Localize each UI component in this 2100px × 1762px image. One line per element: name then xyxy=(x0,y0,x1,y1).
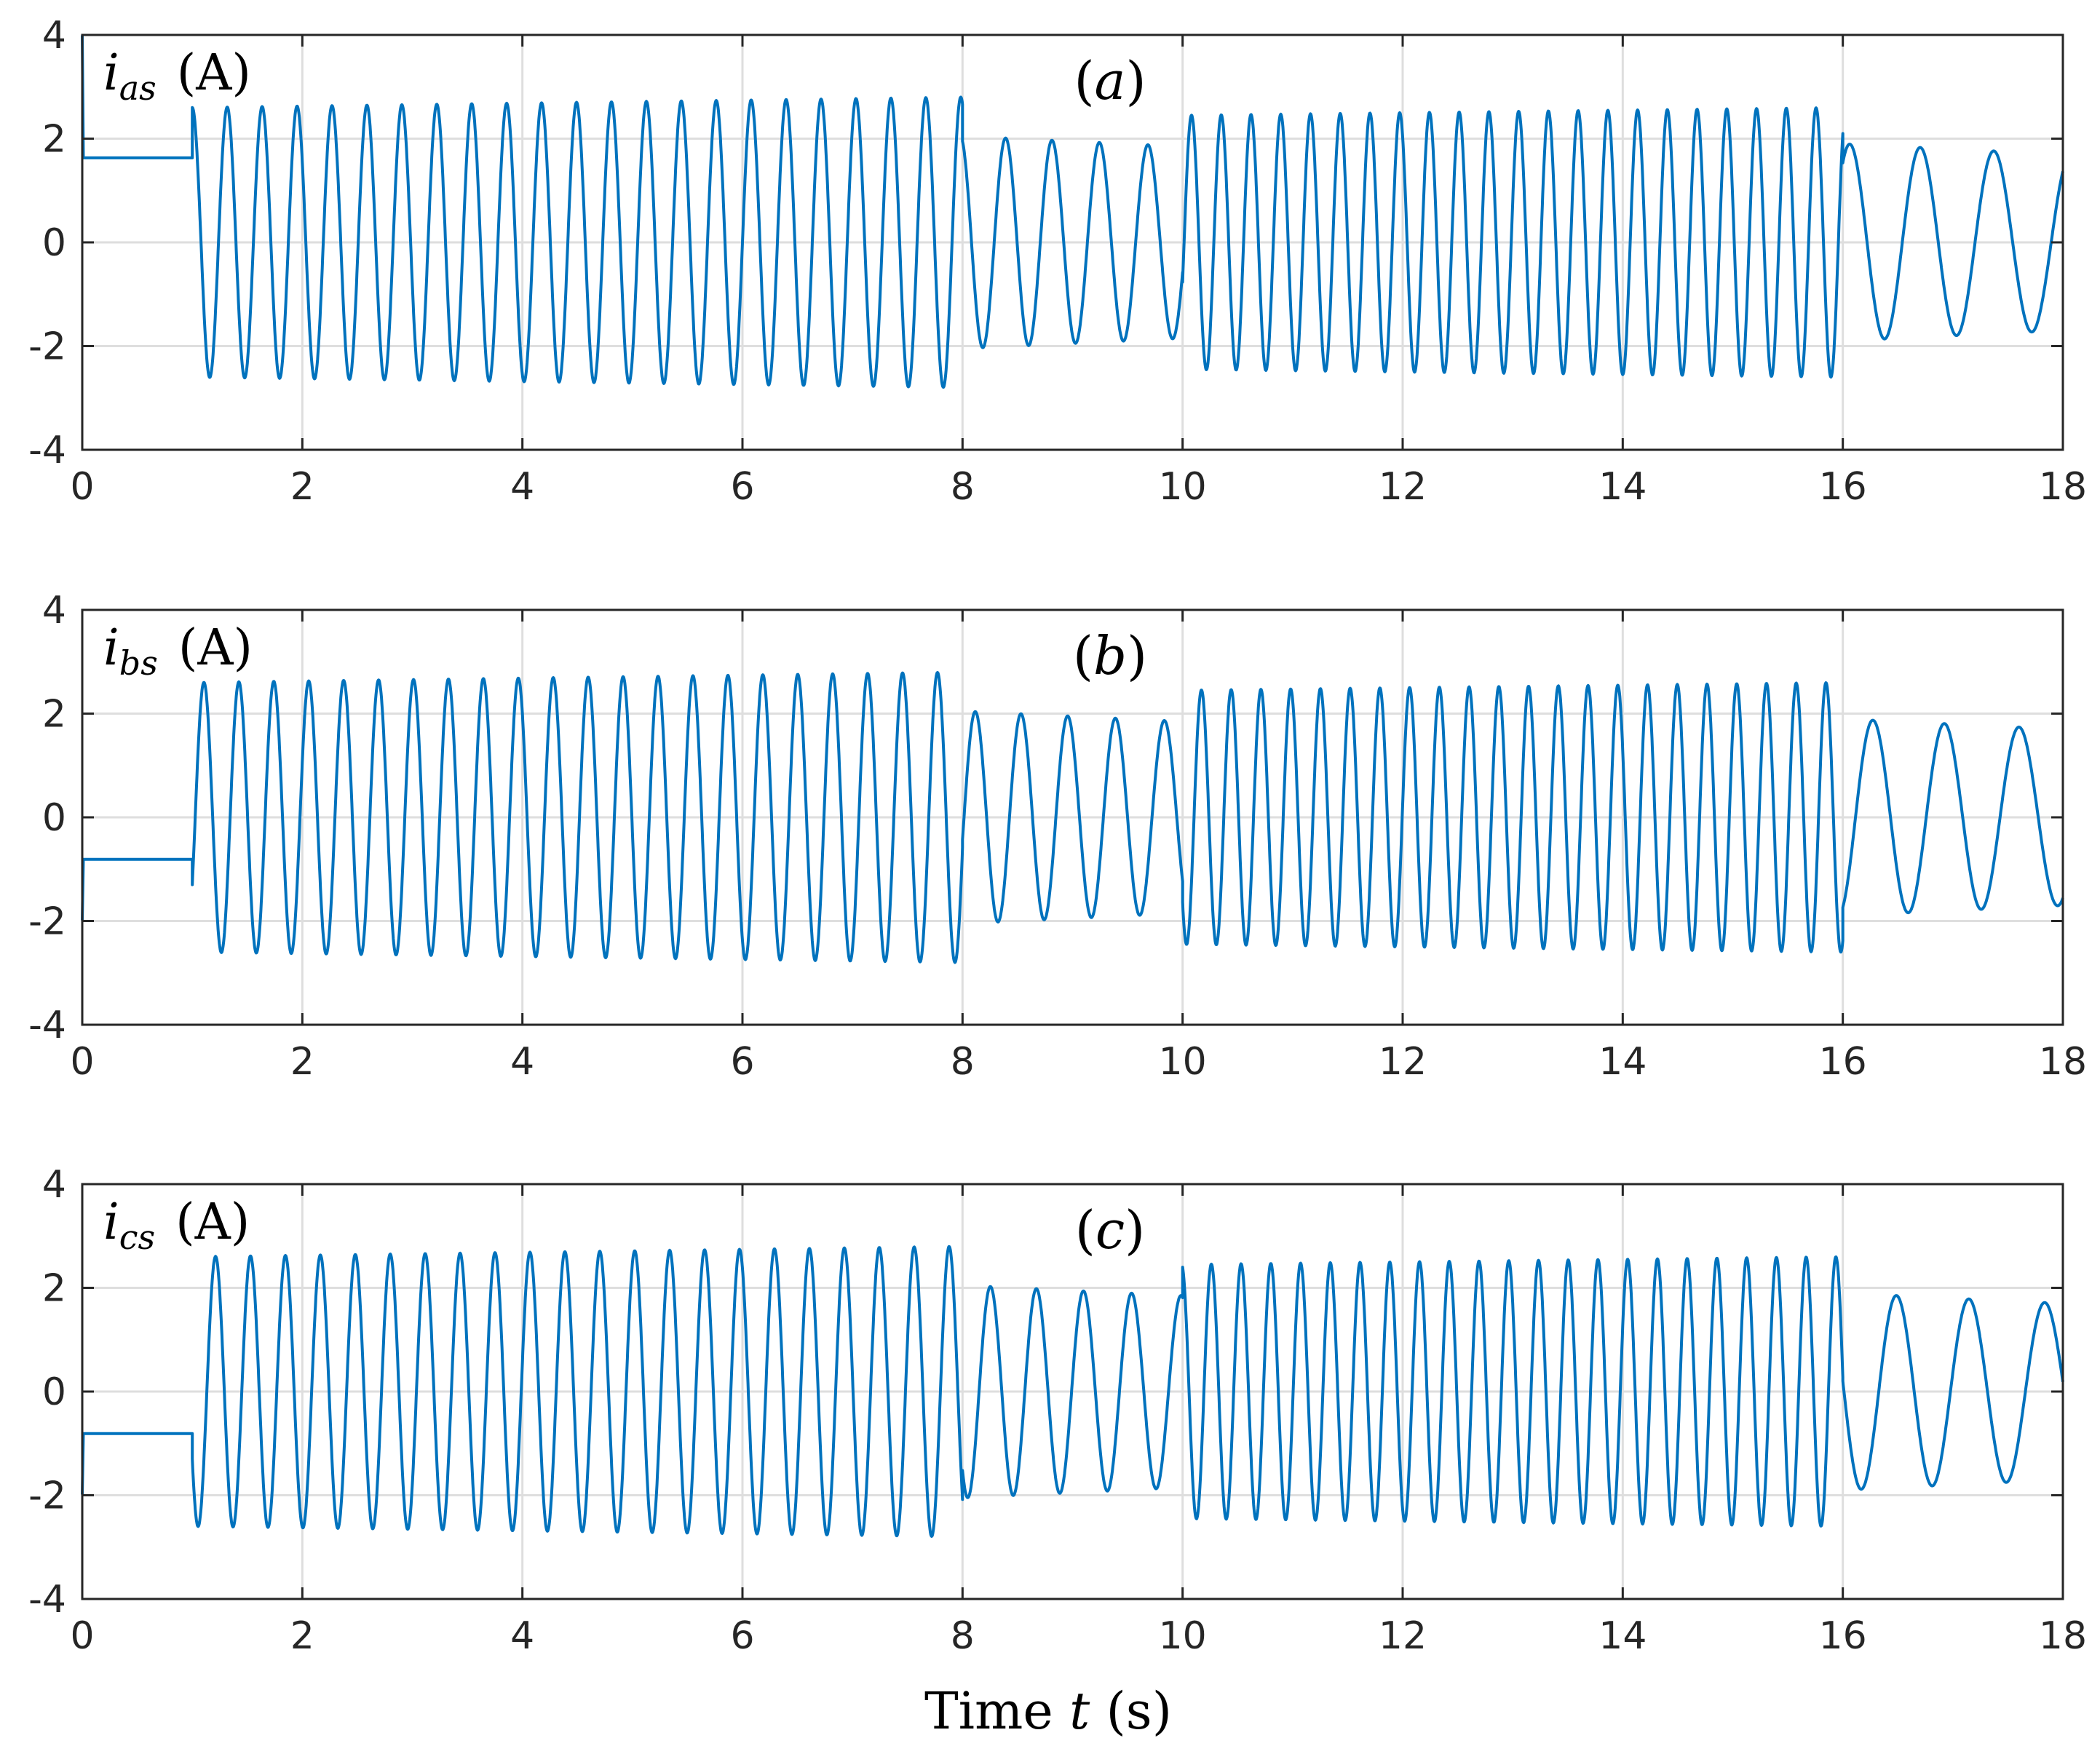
y-tick-label: 2 xyxy=(42,693,66,737)
y-tick-label: 4 xyxy=(42,1163,66,1207)
panel-label-close: ) xyxy=(1125,50,1146,111)
x-axis-label-unit: (s) xyxy=(1090,1681,1172,1741)
x-tick-label: 10 xyxy=(1159,1040,1207,1084)
y-tick-label: -2 xyxy=(28,325,66,369)
y-tick-label: 0 xyxy=(42,221,66,265)
series-line-cs xyxy=(81,1245,2064,1538)
panel-label-open: ( xyxy=(1075,1199,1095,1261)
x-tick-label: 12 xyxy=(1379,1040,1427,1084)
x-tick-label: 2 xyxy=(290,1040,314,1084)
y-tick-label: 0 xyxy=(42,1370,66,1414)
panel-label-close: ) xyxy=(1125,1199,1145,1261)
y-tick-label: -4 xyxy=(28,1578,66,1622)
y-tick-label: 2 xyxy=(42,118,66,162)
x-tick-label: 4 xyxy=(510,1614,534,1658)
x-tick-label: 18 xyxy=(2039,465,2087,509)
x-tick-label: 12 xyxy=(1379,1614,1427,1658)
x-tick-label: 18 xyxy=(2039,1040,2087,1084)
x-tick-label: 8 xyxy=(951,1614,975,1658)
x-tick-label: 2 xyxy=(290,465,314,509)
x-tick-label: 18 xyxy=(2039,1614,2087,1658)
y-axis-label-unit: (A) xyxy=(177,44,251,102)
y-tick-label: 4 xyxy=(42,589,66,632)
panel-label-letter: c xyxy=(1095,1199,1125,1261)
x-tick-label: 12 xyxy=(1379,465,1427,509)
y-axis-label: ibs (A) xyxy=(103,619,253,683)
y-axis-label-unit: (A) xyxy=(178,619,253,677)
x-tick-label: 8 xyxy=(951,1040,975,1084)
y-tick-label: -2 xyxy=(28,1475,66,1518)
x-tick-label: 6 xyxy=(730,1040,754,1084)
y-axis-label-subscript: bs xyxy=(119,643,158,683)
y-axis-label-subscript: cs xyxy=(119,1218,155,1257)
panel-label-open: ( xyxy=(1073,625,1093,686)
x-axis-label-variable: t xyxy=(1069,1681,1090,1741)
y-axis-label-variable: i xyxy=(103,1194,119,1251)
series-line-as xyxy=(81,35,2064,389)
x-tick-label: 10 xyxy=(1159,1614,1207,1658)
y-tick-label: -4 xyxy=(28,429,66,472)
series-line-bs xyxy=(81,671,2064,964)
panel-label: (a) xyxy=(1074,50,1146,111)
x-tick-label: 8 xyxy=(951,465,975,509)
x-tick-label: 0 xyxy=(70,1040,94,1084)
y-tick-label: 4 xyxy=(42,14,66,57)
panel-label: (c) xyxy=(1075,1199,1146,1261)
x-axis-label: Time t (s) xyxy=(924,1681,1172,1741)
x-tick-label: 6 xyxy=(730,1614,754,1658)
x-tick-label: 16 xyxy=(1819,465,1867,509)
x-tick-label: 4 xyxy=(510,1040,534,1084)
x-tick-label: 16 xyxy=(1819,1040,1867,1084)
panel-label-open: ( xyxy=(1074,50,1094,111)
x-tick-label: 0 xyxy=(70,465,94,509)
y-axis-label-unit: (A) xyxy=(175,1194,250,1251)
x-tick-label: 14 xyxy=(1598,465,1647,509)
panel-label-letter: a xyxy=(1095,50,1126,111)
y-tick-label: -2 xyxy=(28,900,66,944)
y-tick-label: -4 xyxy=(28,1004,66,1047)
y-tick-label: 2 xyxy=(42,1267,66,1311)
y-axis-label-variable: i xyxy=(103,44,119,102)
panel-label: (b) xyxy=(1073,625,1147,686)
x-tick-label: 6 xyxy=(730,465,754,509)
x-tick-label: 4 xyxy=(510,465,534,509)
x-axis-label-prefix: Time xyxy=(924,1681,1069,1741)
x-tick-label: 10 xyxy=(1159,465,1207,509)
x-tick-label: 2 xyxy=(290,1614,314,1658)
x-tick-label: 14 xyxy=(1598,1040,1647,1084)
y-tick-label: 0 xyxy=(42,796,66,840)
panel-label-letter: b xyxy=(1093,625,1127,686)
y-axis-label: ics (A) xyxy=(103,1194,250,1257)
x-tick-label: 14 xyxy=(1598,1614,1647,1658)
y-axis-label: ias (A) xyxy=(103,44,251,108)
y-axis-label-subscript: as xyxy=(119,68,156,108)
x-tick-label: 0 xyxy=(70,1614,94,1658)
panel-label-close: ) xyxy=(1127,625,1147,686)
y-axis-label-variable: i xyxy=(103,619,119,677)
x-tick-label: 16 xyxy=(1819,1614,1867,1658)
